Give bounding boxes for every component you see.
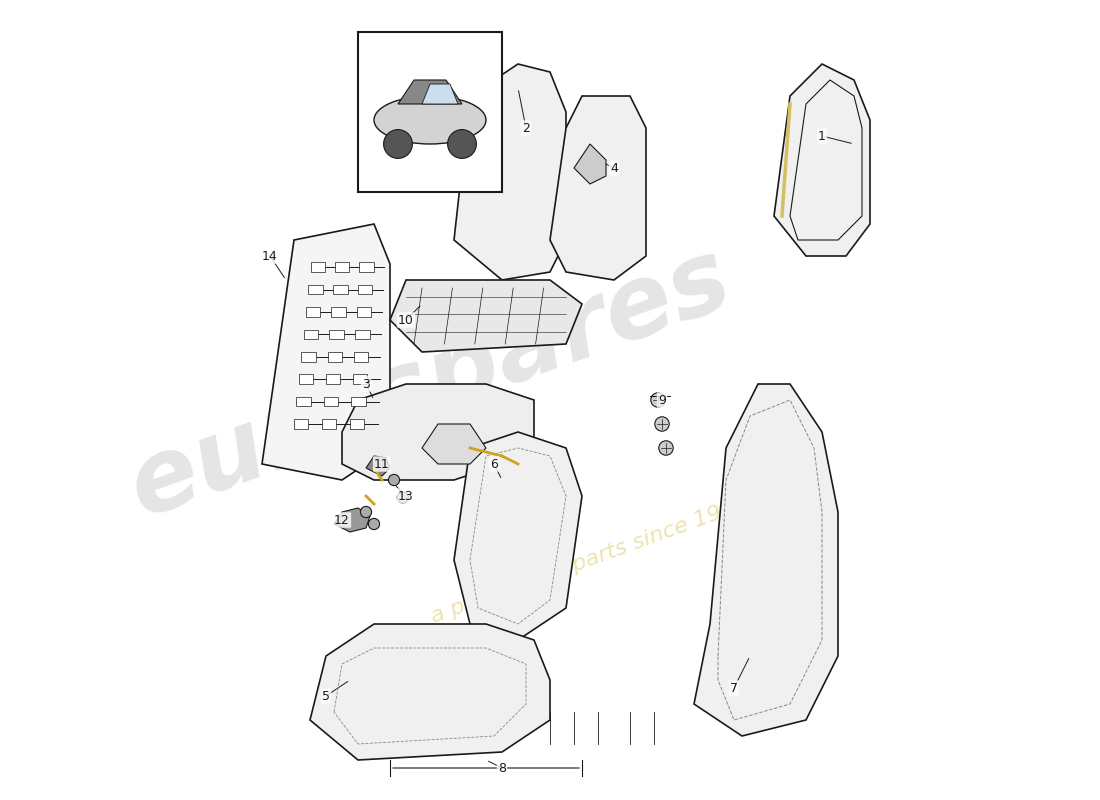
Text: 4: 4 — [610, 162, 618, 174]
Bar — [306, 307, 320, 317]
Bar — [294, 419, 308, 429]
Circle shape — [368, 518, 379, 530]
Polygon shape — [366, 456, 390, 476]
Circle shape — [651, 393, 666, 407]
Bar — [311, 262, 326, 272]
Polygon shape — [310, 624, 550, 760]
Bar — [360, 262, 374, 272]
Text: 12: 12 — [334, 514, 350, 526]
Bar — [353, 374, 367, 384]
Text: 2: 2 — [522, 122, 530, 134]
Polygon shape — [342, 384, 534, 480]
Bar — [358, 285, 373, 294]
Polygon shape — [334, 508, 370, 532]
Polygon shape — [422, 424, 486, 464]
Ellipse shape — [374, 96, 486, 144]
Polygon shape — [774, 64, 870, 256]
Bar — [354, 352, 368, 362]
Text: 6: 6 — [491, 458, 498, 470]
Bar — [330, 330, 344, 339]
Bar — [326, 374, 340, 384]
Bar — [299, 374, 314, 384]
Polygon shape — [454, 432, 582, 640]
Bar — [358, 32, 502, 192]
Polygon shape — [390, 280, 582, 352]
Bar — [355, 330, 370, 339]
Polygon shape — [550, 96, 646, 280]
Bar — [301, 352, 316, 362]
Bar — [356, 307, 371, 317]
Circle shape — [448, 130, 476, 158]
Bar — [331, 307, 345, 317]
Circle shape — [397, 492, 408, 503]
Circle shape — [384, 130, 412, 158]
Text: 1: 1 — [818, 130, 826, 142]
Bar — [336, 262, 350, 272]
Polygon shape — [398, 80, 462, 104]
Polygon shape — [574, 144, 606, 184]
Bar — [308, 285, 322, 294]
Polygon shape — [422, 84, 458, 104]
Text: 13: 13 — [398, 490, 414, 502]
Text: a passion for parts since 1985: a passion for parts since 1985 — [429, 493, 751, 627]
Circle shape — [361, 506, 372, 518]
Circle shape — [659, 441, 673, 455]
Bar — [350, 419, 364, 429]
Bar — [322, 419, 337, 429]
Polygon shape — [694, 384, 838, 736]
Bar — [323, 397, 339, 406]
Bar — [304, 330, 318, 339]
Text: 10: 10 — [398, 314, 414, 326]
Text: 3: 3 — [362, 378, 370, 390]
Bar — [333, 285, 348, 294]
Bar — [328, 352, 342, 362]
Polygon shape — [262, 224, 390, 480]
Text: eurospares: eurospares — [117, 230, 744, 538]
Circle shape — [654, 417, 669, 431]
Text: 14: 14 — [262, 250, 278, 262]
Polygon shape — [454, 64, 566, 280]
Text: 7: 7 — [730, 682, 738, 694]
Text: 8: 8 — [498, 762, 506, 774]
Circle shape — [388, 474, 399, 486]
Text: 11: 11 — [374, 458, 389, 470]
Text: 5: 5 — [322, 690, 330, 702]
Text: 9: 9 — [658, 394, 666, 406]
Bar — [351, 397, 365, 406]
Bar — [296, 397, 311, 406]
